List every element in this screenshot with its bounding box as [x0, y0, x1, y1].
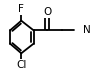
Text: F: F: [18, 4, 24, 14]
Text: O: O: [43, 7, 51, 17]
Text: N: N: [83, 25, 91, 35]
Text: Cl: Cl: [16, 60, 26, 70]
